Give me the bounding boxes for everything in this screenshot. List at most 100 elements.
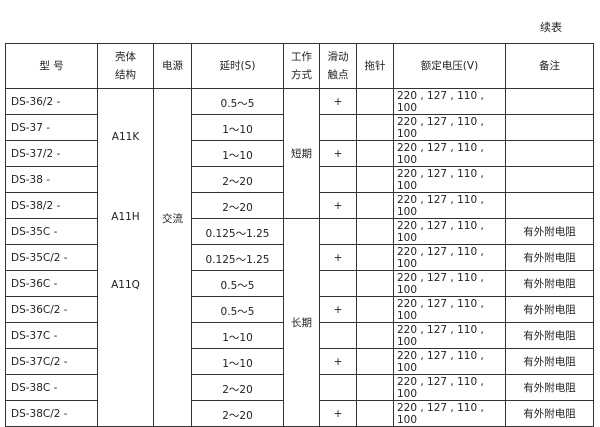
slide-contact-cell xyxy=(319,270,357,297)
header-pointer: 拖针 xyxy=(356,43,394,89)
delay-cell: 0.5～5 xyxy=(191,88,284,115)
model-cell: DS-36C/2 - xyxy=(5,296,98,323)
remark-cell xyxy=(505,166,594,193)
delay-cell: 0.125～1.25 xyxy=(191,244,284,271)
delay-cell: 2～20 xyxy=(191,192,284,219)
header-power: 电源 xyxy=(153,43,192,89)
delay-cell: 2～20 xyxy=(191,166,284,193)
housing-cell: A11K A11H A11Q xyxy=(97,88,154,427)
remark-cell xyxy=(505,192,594,219)
pointer-cell xyxy=(356,374,394,401)
mode-cell: 长期 xyxy=(283,218,320,427)
table-row: DS-35C/2 - 0.125～1.25 +220 , 127 , 110 , 1… xyxy=(5,244,594,271)
voltage-cell: 220 , 127 , 110 , 100 xyxy=(393,270,506,297)
housing-label: A11H xyxy=(111,211,140,223)
voltage-cell: 220 , 127 , 110 , 100 xyxy=(393,348,506,375)
model-cell: DS-38C - xyxy=(5,374,98,401)
model-cell: DS-37 - xyxy=(5,114,98,141)
slide-contact-cell xyxy=(319,374,357,401)
table-row: DS-38/2 - 2～20 +220 , 127 , 110 , 100 xyxy=(5,192,594,219)
remark-cell: 有外附电阻 xyxy=(505,296,594,323)
delay-cell: 1～10 xyxy=(191,348,284,375)
pointer-cell xyxy=(356,88,394,115)
pointer-cell xyxy=(356,140,394,167)
table-row: DS-36/2 - A11K A11H A11Q 交流 0.5～5 短期 +220 , 127… xyxy=(5,88,594,427)
remark-cell: 有外附电阻 xyxy=(505,400,594,427)
header-voltage: 额定电压(V) xyxy=(393,43,506,89)
voltage-cell: 220 , 127 , 110 , 100 xyxy=(393,140,506,167)
delay-cell: 0.5～5 xyxy=(191,296,284,323)
voltage-cell: 220 , 127 , 110 , 100 xyxy=(393,244,506,271)
pointer-cell xyxy=(356,218,394,245)
pointer-cell xyxy=(356,296,394,323)
header-model: 型 号 xyxy=(5,43,98,89)
model-cell: DS-38/2 - xyxy=(5,192,98,219)
voltage-cell: 220 , 127 , 110 , 100 xyxy=(393,400,506,427)
delay-cell: 0.125～1.25 xyxy=(191,218,284,245)
remark-cell xyxy=(505,140,594,167)
voltage-cell: 220 , 127 , 110 , 100 xyxy=(393,88,506,115)
table-row: DS-37 - 1～10 220 , 127 , 110 , 100 xyxy=(5,114,594,141)
voltage-cell: 220 , 127 , 110 , 100 xyxy=(393,192,506,219)
slide-contact-cell xyxy=(319,322,357,349)
remark-cell: 有外附电阻 xyxy=(505,322,594,349)
header-row: 型 号 壳体 结构 电源 延时(S) 工作 方式 滑动 触点 拖针 额定电压(V) 备… xyxy=(5,43,594,89)
pointer-cell xyxy=(356,270,394,297)
power-label: 交流 xyxy=(162,213,183,225)
slide-contact-cell xyxy=(319,166,357,193)
voltage-cell: 220 , 127 , 110 , 100 xyxy=(393,166,506,193)
remark-cell: 有外附电阻 xyxy=(505,218,594,245)
slide-contact-cell: + xyxy=(319,348,357,375)
housing-label: A11K xyxy=(111,131,140,143)
model-cell: DS-37C - xyxy=(5,322,98,349)
header-slide-line2: 触点 xyxy=(327,69,349,81)
voltage-cell: 220 , 127 , 110 , 100 xyxy=(393,322,506,349)
table-caption: 续表 xyxy=(540,21,562,34)
table-row: DS-36C/2 - 0.5～5 +220 , 127 , 110 , 100 有外附… xyxy=(5,296,594,323)
header-remark: 备注 xyxy=(505,43,594,89)
slide-contact-cell: + xyxy=(319,140,357,167)
table-row: DS-37C/2 - 1～10 +220 , 127 , 110 , 100 有外附电… xyxy=(5,348,594,375)
delay-cell: 2～20 xyxy=(191,374,284,401)
slide-contact-cell: + xyxy=(319,400,357,427)
remark-cell: 有外附电阻 xyxy=(505,270,594,297)
voltage-cell: 220 , 127 , 110 , 100 xyxy=(393,374,506,401)
pointer-cell xyxy=(356,166,394,193)
pointer-cell xyxy=(356,348,394,375)
remark-cell xyxy=(505,114,594,141)
remark-cell: 有外附电阻 xyxy=(505,374,594,401)
slide-contact-cell xyxy=(319,114,357,141)
header-housing-line2: 结构 xyxy=(115,69,136,81)
pointer-cell xyxy=(356,244,394,271)
delay-cell: 0.5～5 xyxy=(191,270,284,297)
model-cell: DS-36C - xyxy=(5,270,98,297)
header-mode: 工作 方式 xyxy=(283,43,320,89)
table-row: DS-35C - 0.125～1.25 长期 220 , 127 , 110 , 10… xyxy=(5,218,594,427)
model-cell: DS-36/2 - xyxy=(5,88,98,115)
slide-contact-cell: + xyxy=(319,296,357,323)
header-housing: 壳体 结构 xyxy=(97,43,154,89)
header-slide: 滑动 触点 xyxy=(319,43,357,89)
model-cell: DS-35C - xyxy=(5,218,98,245)
delay-cell: 1～10 xyxy=(191,114,284,141)
model-cell: DS-37C/2 - xyxy=(5,348,98,375)
voltage-cell: 220 , 127 , 110 , 100 xyxy=(393,296,506,323)
remark-cell: 有外附电阻 xyxy=(505,348,594,375)
delay-cell: 1～10 xyxy=(191,322,284,349)
header-slide-line1: 滑动 xyxy=(327,51,349,63)
model-cell: DS-38 - xyxy=(5,166,98,193)
housing-label: A11Q xyxy=(111,279,140,291)
remark-cell xyxy=(505,88,594,115)
delay-cell: 2～20 xyxy=(191,400,284,427)
voltage-cell: 220 , 127 , 110 , 100 xyxy=(393,218,506,245)
slide-contact-cell: + xyxy=(319,192,357,219)
power-cell: 交流 xyxy=(153,88,192,427)
pointer-cell xyxy=(356,192,394,219)
header-housing-line1: 壳体 xyxy=(115,51,136,63)
table-row: DS-36C - 0.5～5 220 , 127 , 110 , 100 有外附电阻 xyxy=(5,270,594,297)
mode-cell: 短期 xyxy=(283,88,320,219)
voltage-cell: 220 , 127 , 110 , 100 xyxy=(393,114,506,141)
slide-contact-cell: + xyxy=(319,88,357,115)
model-cell: DS-35C/2 - xyxy=(5,244,98,271)
model-cell: DS-37/2 - xyxy=(5,140,98,167)
